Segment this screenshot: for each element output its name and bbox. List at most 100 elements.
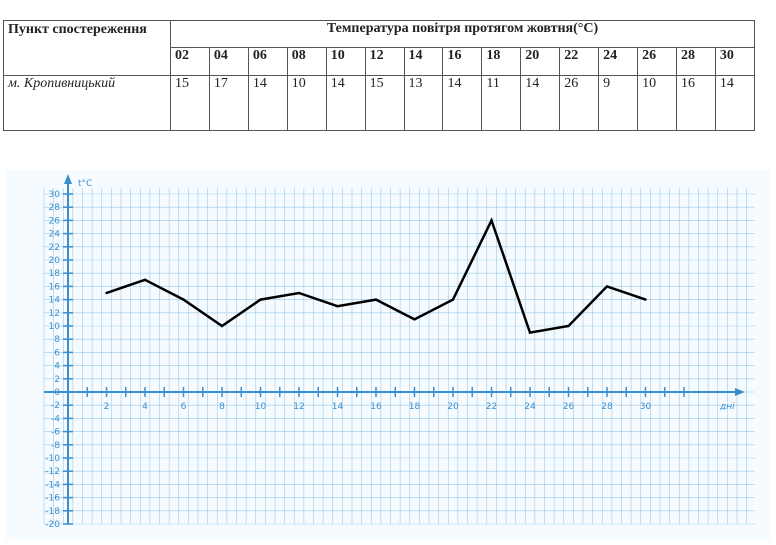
day-cell: 02 [170,46,210,77]
y-tick-label: -16 [45,494,60,504]
day-cell: 24 [598,46,639,77]
data-point [567,324,570,328]
x-tick-label: 20 [447,402,459,412]
day-cell: 10 [325,46,366,77]
values-row: м. Кропивницький 15 17 14 10 14 15 13 14 11 14 26 9… [3,75,756,131]
y-tick-label: -8 [51,441,60,451]
y-tick-label: 26 [49,216,61,226]
data-point [336,305,339,308]
y-tick-label: -2 [51,401,60,411]
value-cell: 14 [325,75,366,131]
y-tick-label: 2 [54,375,60,385]
value-cell: 16 [675,75,716,131]
value-cell: 10 [286,75,327,131]
value-cell: 15 [364,75,405,131]
x-tick-label: 24 [524,402,536,412]
x-tick-label: 4 [142,402,148,412]
data-point [605,285,609,288]
value-cell: 14 [442,75,483,131]
x-tick-label: 10 [255,402,267,412]
day-cell: 18 [481,46,522,77]
days-row: 02 04 06 08 10 12 14 16 18 20 22 24 26 28 30 [4,46,756,77]
day-cell: 04 [208,46,249,77]
y-tick-label: 16 [49,282,61,292]
x-tick-label: 8 [219,402,225,412]
temperature-table: Пункт спостереження Температура повітря … [3,20,756,131]
x-tick-label: 18 [409,402,421,412]
data-point [143,278,147,281]
y-tick-label: 14 [49,296,61,306]
data-point [259,298,262,301]
value-cell: 26 [559,75,600,131]
x-axis-arrow [735,388,745,396]
y-tick-label: -14 [45,480,60,490]
day-cell: 28 [675,46,716,77]
table-title: Температура повітря протягом жовтня(°C) [170,20,755,48]
x-tick-label: 22 [486,402,497,412]
data-point [220,324,224,328]
point-header: Пункт спостереження [3,20,171,76]
value-cell: 14 [247,75,288,131]
x-axis-label: дні [719,402,735,412]
data-point [528,331,532,334]
y-tick-label: 4 [54,362,60,372]
data-point [451,298,455,301]
x-tick-label: 30 [640,402,652,412]
data-point [413,318,416,321]
value-cell: 10 [637,75,677,131]
city-name: м. Кропивницький [3,75,171,131]
y-tick-label: -20 [45,520,60,530]
data-point [374,298,378,301]
day-cell: 08 [286,46,327,77]
day-cell: 26 [637,46,677,77]
y-tick-label: 10 [49,322,61,332]
day-cell: 16 [442,46,483,77]
value-cell: 11 [481,75,522,131]
data-point [105,291,108,295]
y-tick-label: 6 [54,348,60,358]
x-tick-label: 6 [181,402,187,412]
y-tick-label: -4 [51,414,60,424]
value-cell: 17 [208,75,249,131]
data-point [644,298,647,301]
y-axis-arrow [64,174,72,184]
table-header-row: Пункт спостереження Температура повітря … [3,20,755,76]
data-point [182,298,185,301]
x-tick-label: 12 [293,402,304,412]
value-cell: 13 [403,75,444,131]
day-cell: 12 [364,46,405,77]
y-tick-label: 22 [49,243,60,253]
day-cell: 30 [714,46,756,77]
y-tick-label: 8 [54,335,60,345]
x-tick-label: 26 [563,402,575,412]
day-cell: 14 [403,46,444,77]
y-axis-label: t°C [78,179,92,189]
y-tick-label: 24 [49,230,61,240]
y-tick-label: -6 [51,428,60,438]
value-cell: 9 [598,75,639,131]
x-tick-label: 2 [104,402,110,412]
temperature-chart: 302826242220181614121086420-2-4-6-8-10-1… [6,170,770,540]
day-cell: 22 [559,46,600,77]
y-tick-label: 0 [54,388,60,398]
data-point [297,291,301,295]
y-tick-label: -10 [45,454,60,464]
day-cell: 20 [520,46,561,77]
value-cell: 14 [714,75,756,131]
y-tick-label: 18 [49,269,61,279]
value-cell: 15 [170,75,210,131]
y-tick-label: 12 [49,309,60,319]
y-tick-label: 30 [49,190,61,200]
y-tick-label: 28 [49,203,61,213]
x-tick-label: 16 [370,402,382,412]
chart-background [6,170,770,540]
value-cell: 14 [520,75,561,131]
y-tick-label: -18 [45,507,60,517]
day-cell: 06 [247,46,288,77]
y-tick-label: 20 [49,256,61,266]
x-tick-label: 14 [332,402,344,412]
y-tick-label: -12 [45,467,60,477]
data-point [490,219,493,222]
x-tick-label: 28 [601,402,613,412]
